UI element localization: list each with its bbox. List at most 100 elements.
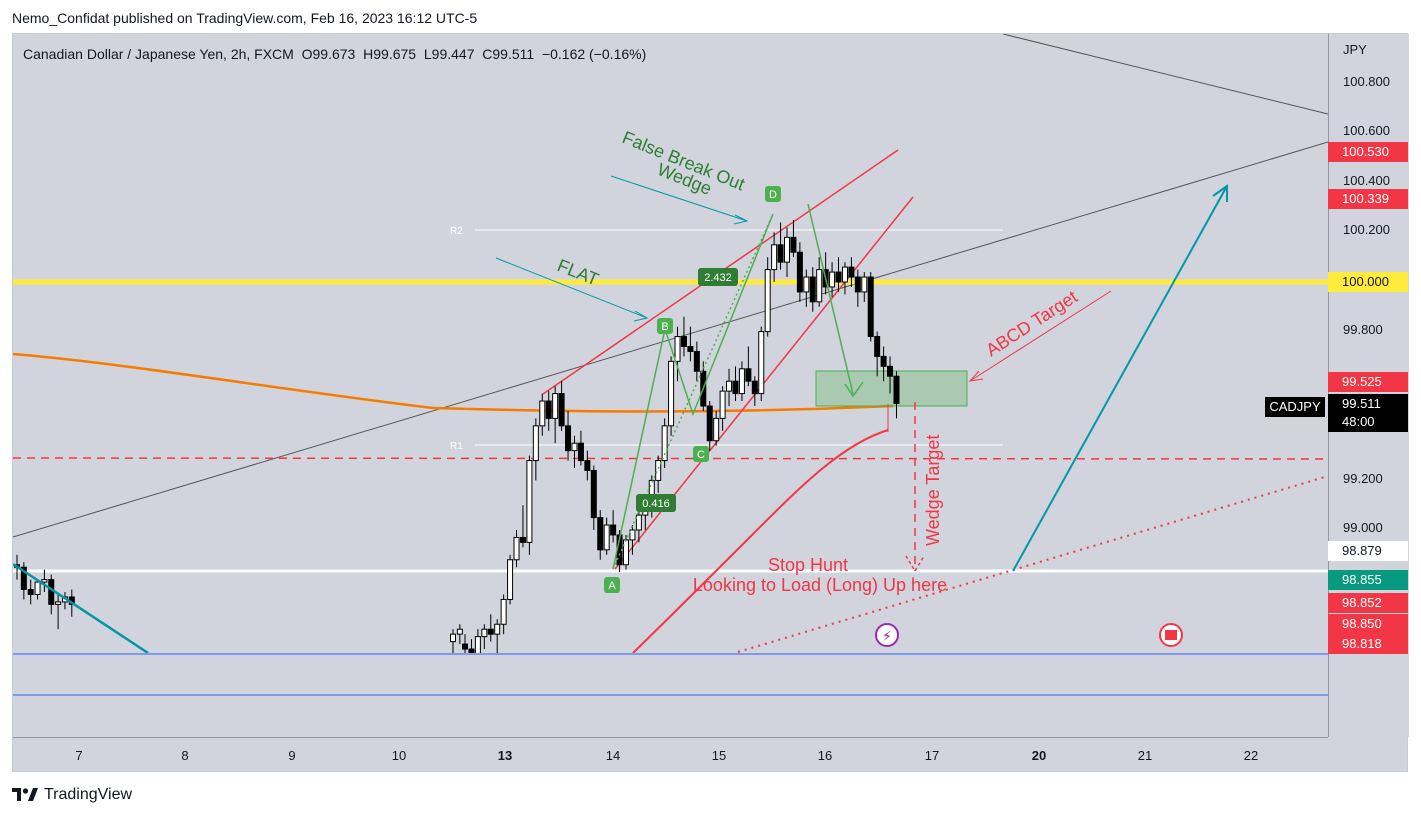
downtrend-line <box>13 562 149 653</box>
projection-arrow-head <box>844 381 864 398</box>
long-target-arrow-line <box>1012 185 1228 572</box>
candle-down <box>893 375 900 405</box>
candle-down <box>558 393 565 427</box>
candle-up <box>719 390 726 419</box>
candle-up <box>481 628 488 638</box>
candle-up <box>816 269 823 303</box>
currency-label: JPY <box>1343 42 1367 57</box>
candle-up <box>450 633 456 643</box>
candle-up <box>726 380 733 392</box>
lightning-glyph: ⚡ <box>882 629 892 645</box>
false-break-arrow-head <box>733 214 749 225</box>
price-tick: 100.400 <box>1343 173 1390 188</box>
point-d-label: D <box>769 189 777 201</box>
symbol-legend: Canadian Dollar / Japanese Yen, 2h, FXCM… <box>23 46 646 62</box>
legend-open: 99.673 <box>312 46 356 62</box>
candle-up <box>803 276 810 293</box>
price-badge: 100.530 <box>1328 142 1408 162</box>
point-d-label-bg <box>765 186 781 202</box>
point-c-label-bg <box>693 446 709 462</box>
candle-up <box>513 536 520 561</box>
candle-down <box>874 336 881 357</box>
candle-up <box>494 623 501 635</box>
time-tick: 10 <box>391 748 407 763</box>
price-badge: 99.525 <box>1328 372 1408 392</box>
price-tick: 99.800 <box>1343 322 1383 337</box>
candle-down <box>751 380 758 395</box>
ratio-2-label: 0.416 <box>642 498 670 510</box>
candle-down <box>565 425 572 452</box>
price-badge: 48:00 <box>1328 412 1408 432</box>
candle-up <box>771 244 778 271</box>
candle-down <box>610 524 617 536</box>
candle-down <box>687 345 694 352</box>
price-tick: 99.000 <box>1343 520 1383 535</box>
main-pane[interactable]: R2 R1 A B C D 2.432 0.416 False Break Out Wedge FL… <box>13 34 1328 653</box>
candle-up <box>500 598 507 625</box>
candle-down <box>854 276 861 293</box>
legend-change: −0.162 (−0.16%) <box>541 46 647 62</box>
indicator-pane[interactable] <box>13 653 1328 737</box>
time-axis[interactable]: 7 8 9 10 13 14 15 16 17 20 21 22 <box>13 737 1328 774</box>
abcd-pattern-line <box>612 213 774 570</box>
price-badge: 99.511 <box>1328 394 1408 414</box>
candle-down <box>809 276 816 303</box>
candle-up <box>532 425 539 462</box>
time-tick: 7 <box>75 748 83 763</box>
candle-up <box>623 539 629 566</box>
price-tick: 100.600 <box>1343 123 1390 138</box>
long-trendline-lower <box>13 141 1328 538</box>
candle-down <box>487 628 494 635</box>
candle-down <box>468 648 475 653</box>
price-badge: 100.000 <box>1328 272 1408 292</box>
candle-down <box>27 589 34 595</box>
lower-band-line <box>632 429 889 653</box>
legend-symbol[interactable]: Canadian Dollar / Japanese Yen, 2h, FXCM <box>23 46 294 62</box>
abcd-target-arrow-head <box>968 370 984 382</box>
candle-down <box>880 355 887 367</box>
moving-average-line <box>13 352 894 413</box>
candle-up <box>764 269 771 333</box>
candle-down <box>462 643 468 650</box>
wedge-target-label: Wedge Target <box>923 435 943 546</box>
candle-up <box>474 636 481 653</box>
flat-arrow-line <box>495 257 648 319</box>
candle-down <box>590 469 597 519</box>
candle-down <box>48 579 55 605</box>
pivot-r2-label: R2 <box>450 226 463 237</box>
candle-up <box>55 601 62 605</box>
price-tick: 100.800 <box>1343 74 1390 89</box>
abcd-target-arrow-line <box>969 290 1112 382</box>
legend-close: 99.511 <box>492 46 535 62</box>
long-trendline-upper <box>1002 34 1328 115</box>
price-tick: 100.200 <box>1343 222 1390 237</box>
price-tick: 99.200 <box>1343 471 1383 486</box>
candle-up <box>738 368 745 395</box>
candle-down <box>777 244 784 263</box>
candle-down <box>20 566 27 591</box>
chart-frame[interactable]: R2 R1 A B C D 2.432 0.416 False Break Out Wedge FL… <box>12 33 1409 774</box>
legend-low-label: L <box>423 46 432 62</box>
candle-down <box>745 368 752 382</box>
candle-up <box>635 514 642 531</box>
time-tick: 20 <box>1031 748 1047 763</box>
long-target-arrow-head <box>1212 184 1228 202</box>
price-badge: 98.852 <box>1328 593 1408 613</box>
point-b-label-bg <box>657 318 673 334</box>
candle-up <box>674 336 681 362</box>
candle-down <box>732 380 739 395</box>
candle-down <box>790 236 797 253</box>
candle-up <box>552 393 559 419</box>
candle-down <box>577 442 584 462</box>
target-zone-box <box>815 370 968 407</box>
candle-up <box>668 360 675 427</box>
candle-down <box>887 365 894 377</box>
candle-up <box>526 460 533 543</box>
candle-up <box>861 276 868 293</box>
tradingview-logo[interactable]: TradingView <box>12 786 132 804</box>
tradingview-icon <box>12 788 38 801</box>
candle-up <box>655 460 662 481</box>
price-badge: 98.850 <box>1328 614 1408 634</box>
price-badge: 100.339 <box>1328 189 1408 209</box>
